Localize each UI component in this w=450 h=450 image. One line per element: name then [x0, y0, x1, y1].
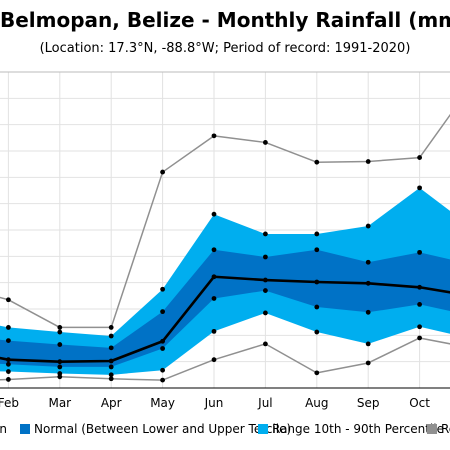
legend-label: Range 10th - 90th Percentile: [272, 422, 444, 436]
record-min-point: [57, 374, 63, 380]
record-max-point: [160, 169, 166, 175]
p90-point: [365, 223, 371, 229]
upper-tercile-point: [314, 247, 320, 253]
bands-layer: [0, 187, 450, 375]
upper-tercile-point: [57, 342, 63, 347]
p90-point: [417, 185, 422, 191]
mean-point: [365, 280, 371, 286]
mean-line: [0, 275, 450, 363]
record-max-line: [0, 113, 450, 329]
record-max-point: [108, 325, 114, 330]
x-tick-label: Jul: [257, 396, 272, 410]
record-min-point: [417, 335, 422, 341]
record-max-point: [365, 159, 371, 164]
record-max-point: [57, 325, 63, 330]
p10-point: [314, 329, 320, 335]
record-min-point: [314, 370, 320, 376]
x-tick-label: Feb: [0, 396, 19, 410]
mean-point: [108, 358, 114, 364]
markers-layer: [5, 133, 422, 383]
x-tick-label: Apr: [101, 396, 122, 410]
record-min-point: [160, 377, 166, 383]
mean-point: [57, 359, 63, 365]
p90-point: [211, 211, 217, 217]
p10-point: [417, 324, 422, 330]
frame-layer: [0, 71, 450, 389]
record-max-point: [314, 159, 320, 165]
lower-tercile-point: [417, 301, 422, 307]
lower-tercile-point: [365, 309, 371, 315]
p10-point: [5, 369, 11, 374]
record-min-point: [263, 341, 268, 347]
upper-tercile-point: [5, 338, 11, 343]
x-tick-label: Aug: [305, 396, 328, 410]
lower-tercile-point: [211, 296, 217, 301]
upper-tercile-point: [160, 309, 166, 315]
p90-point: [57, 329, 63, 335]
p10-point: [365, 341, 371, 347]
x-tick-label: Sep: [357, 396, 380, 410]
record-min-line: [0, 337, 450, 381]
ticks-layer: Feb Mar Apr May Jun Jul Aug Sep Oct: [0, 396, 430, 410]
legend-swatch: [20, 424, 30, 434]
record-min-point: [211, 357, 217, 363]
mean-point: [211, 274, 217, 280]
p90-point: [263, 231, 268, 237]
record-max-point: [263, 140, 268, 145]
upper-tercile-point: [365, 259, 371, 265]
upper-tercile-point: [417, 249, 422, 255]
x-tick-label: Oct: [409, 396, 430, 410]
p10-point: [57, 371, 63, 376]
legend-label: Normal (Between Lower and Upper Tercile): [34, 422, 291, 436]
record-min-point: [108, 376, 114, 382]
lower-tercile-point: [263, 288, 268, 293]
lower-tercile-point: [314, 304, 320, 310]
x-tick-label: Jun: [204, 396, 224, 410]
upper-tercile-point: [108, 345, 114, 351]
p10-point: [211, 328, 217, 334]
lines-layer: [0, 113, 450, 381]
record-max-point: [417, 155, 422, 160]
chart-subtitle: (Location: 17.3°N, -88.8°W; Period of re…: [39, 41, 411, 56]
p90-point: [108, 333, 114, 339]
mean-point: [263, 277, 268, 283]
legend-swatch: [258, 424, 268, 434]
legend-swatch: [427, 424, 437, 434]
legend-label: Re: [441, 422, 450, 436]
p10-point: [160, 367, 166, 373]
lower-tercile-point: [57, 364, 63, 370]
lower-tercile-point: [5, 361, 11, 367]
record-min-point: [365, 360, 371, 366]
p90-point: [5, 325, 11, 330]
chart-title: Belmopan, Belize - Monthly Rainfall (mm): [0, 8, 450, 32]
normal-tercile-band: [0, 249, 450, 367]
p90-point: [160, 286, 166, 292]
p10-point: [263, 310, 268, 316]
lower-tercile-point: [160, 346, 166, 351]
legend-layer: an Normal (Between Lower and Upper Tercil…: [0, 422, 450, 436]
mean-point: [160, 338, 166, 344]
x-tick-label: May: [150, 396, 175, 410]
mean-point: [5, 357, 11, 363]
mean-point: [417, 284, 422, 290]
lower-tercile-point: [108, 364, 114, 370]
p90-point: [314, 231, 320, 237]
upper-tercile-point: [211, 247, 217, 253]
p10-point: [108, 372, 114, 378]
x-tick-label: Mar: [48, 396, 71, 410]
record-max-point: [5, 297, 11, 303]
legend-label: an: [0, 422, 7, 436]
record-max-point: [211, 133, 217, 139]
record-min-point: [5, 377, 11, 382]
upper-tercile-point: [263, 254, 268, 260]
mean-point: [314, 279, 320, 285]
